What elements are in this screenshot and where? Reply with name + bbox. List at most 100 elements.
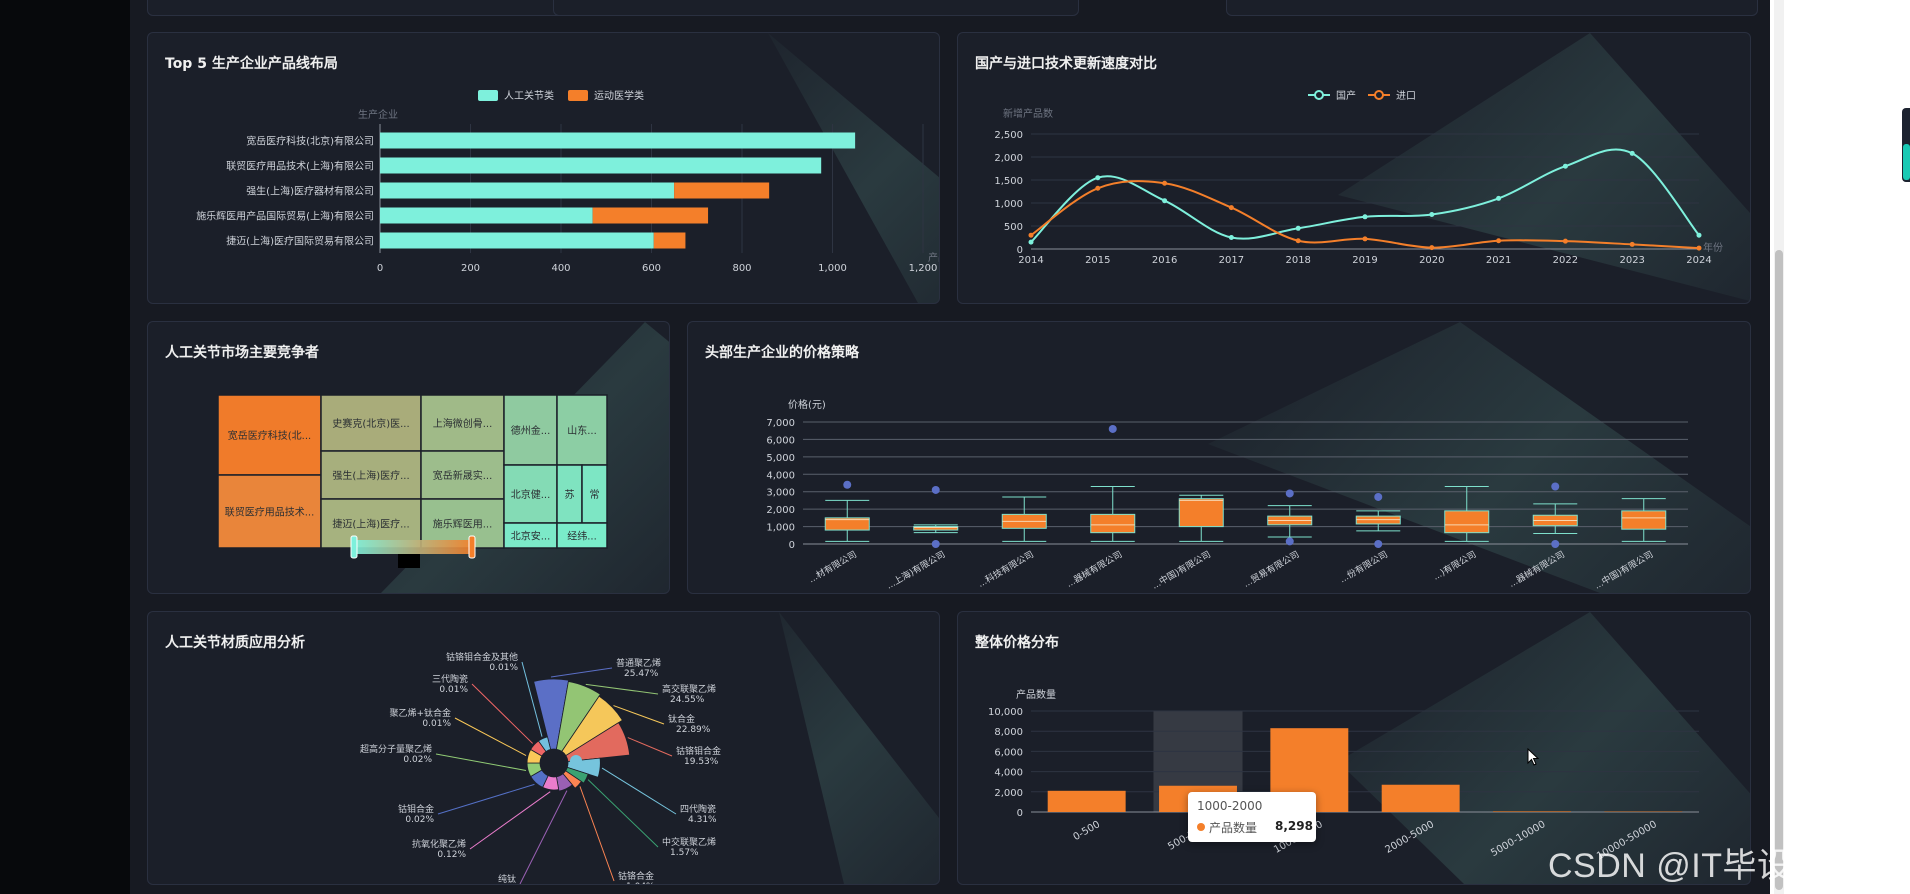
tooltip-category: 1000-2000	[1197, 799, 1263, 813]
treemap-label: 北京健...	[511, 488, 551, 501]
y-tick-label: 6,000	[766, 435, 795, 446]
data-point	[1228, 205, 1234, 211]
panel-top-mid-remnant	[553, 0, 1079, 16]
treemap-label: 山东...	[567, 424, 597, 437]
bar	[380, 157, 822, 174]
slice-label: 超高分子量聚乙烯	[360, 743, 432, 755]
slice-label: 纯钛	[498, 873, 516, 884]
panel-title: 头部生产企业的价格策略	[705, 345, 859, 361]
slice-label: 钴铬钼合金	[676, 745, 721, 757]
treemap-cell	[581, 464, 608, 524]
data-point	[1496, 195, 1502, 201]
x-tick-label: ...器械有限公司	[1064, 548, 1124, 590]
label-leader-line	[435, 753, 527, 771]
visual-map-handle-min	[350, 535, 358, 559]
x-tick-label: ...)有限公司	[1431, 548, 1479, 582]
panel-title: 国产与进口技术更新速度对比	[975, 56, 1157, 72]
data-point	[1362, 236, 1368, 242]
slice-label: 高交联聚乙烯	[662, 683, 716, 695]
y-tick-label: 10,000	[988, 707, 1023, 718]
slice-label: 聚乙烯+钛合金	[389, 707, 451, 719]
top5-chart: 人工关节类 运动医学类生产企业产品 0 200 400 600 800 1,000 1,200 宽…	[196, 89, 939, 274]
label-leader-line	[601, 767, 677, 815]
label-leader-line	[550, 667, 613, 678]
slice-label: 钴铬合金	[618, 870, 654, 882]
treemap-cell	[420, 394, 505, 452]
slice-percent: 1.57%	[670, 848, 699, 858]
x-tick-label: ...份有限公司	[1337, 548, 1389, 585]
outlier-point	[931, 540, 940, 548]
treemap-label: 联贸医疗用品技术...	[225, 506, 315, 519]
x-tick-label: 5000-10000	[1489, 819, 1547, 859]
data-point	[1295, 238, 1301, 244]
y-tick-label: 2,000	[766, 505, 795, 516]
visual-map-handle-max	[468, 535, 476, 559]
x-tick-label: 2018	[1285, 255, 1310, 266]
tooltip-marker	[1197, 823, 1205, 831]
pie-hover-marker	[570, 755, 582, 767]
edge-widget[interactable]	[1902, 108, 1910, 182]
treemap-cell	[556, 522, 608, 549]
scrollbar-thumb[interactable]	[1775, 250, 1783, 890]
box	[824, 517, 870, 531]
tooltip-series: 产品数量	[1209, 821, 1258, 835]
outlier-point	[1374, 540, 1383, 548]
mouse-cursor-icon	[1527, 748, 1540, 766]
data-point	[1429, 245, 1435, 251]
panel-tech-update: 国产与进口技术更新速度对比 国产 进口 新增产品数 年份 0 500 1,000 1,500 2…	[957, 32, 1751, 304]
outlier-point	[1108, 424, 1117, 433]
treemap-label: 上海微创骨...	[433, 417, 493, 430]
y-tick-label: 捷迈(上海)医疗国际贸易有限公司	[226, 235, 374, 248]
data-point	[1496, 238, 1502, 244]
box	[913, 526, 959, 531]
x-tick-label: ...中国)有限公司	[1149, 548, 1212, 591]
x-tick-label: 2022	[1553, 255, 1578, 266]
x-tick-label: ...贸易有限公司	[1241, 548, 1301, 590]
y-tick-label: 强生(上海)医疗器材有限公司	[246, 185, 374, 198]
slice-percent: 0.12%	[437, 850, 466, 860]
legend-label: 运动医学类	[594, 89, 644, 102]
x-tick-label: ...科技有限公司	[976, 548, 1036, 590]
panel-price-strategy: 头部生产企业的价格策略 价格(元) 0 1,000 2,000 3,000 4,000 5,…	[687, 321, 1751, 594]
data-point	[1295, 225, 1301, 231]
outlier-point	[931, 485, 940, 494]
slice-percent: 25.47%	[624, 669, 659, 679]
y-tick-label: 施乐辉医用产品国际贸易(上海)有限公司	[196, 210, 374, 223]
right-frame	[1770, 0, 1910, 894]
box	[1444, 510, 1490, 534]
y-tick-label: 500	[1004, 222, 1023, 233]
treemap-cell	[420, 498, 505, 549]
legend-swatch	[568, 90, 588, 101]
panel-title: 人工关节材质应用分析	[165, 635, 305, 651]
panel-materials: 人工关节材质应用分析 普通聚乙烯 25.47% 高交联聚乙烯 24.55% 钛合金 22.…	[147, 611, 940, 885]
label-leader-line	[469, 791, 551, 850]
treemap-chart: 宽岳医疗科技(北... 联贸医疗用品技术... 史赛克(北京)医... 强生(上海)医…	[217, 394, 608, 568]
panel-top5-manufacturers: Top 5 生产企业产品线布局 人工关节类 运动医学类生产企业产品 0 200 400 6…	[147, 32, 940, 304]
slice-percent: 24.55%	[670, 695, 705, 705]
label-leader-line	[454, 717, 527, 756]
y-tick-label: 4,000	[766, 470, 795, 481]
x-tick-label: 2017	[1219, 255, 1244, 266]
x-tick-label: 0	[377, 263, 383, 274]
x-tick-label: 1,000	[818, 263, 847, 274]
tooltip-value: 8,298	[1275, 819, 1313, 833]
label-leader-line	[519, 790, 568, 884]
treemap-label: 常	[590, 488, 600, 501]
x-tick-label: 400	[551, 263, 570, 274]
data-point	[1696, 232, 1702, 238]
label-leader-line	[437, 783, 535, 815]
data-point	[1629, 150, 1635, 156]
slice-percent: 0.01%	[439, 685, 468, 695]
slice-percent: 0.02%	[403, 755, 432, 765]
data-point	[1362, 214, 1368, 220]
x-tick-label: ...上海)有限公司	[884, 548, 947, 591]
y-tick-label: 4,000	[994, 768, 1023, 779]
bar	[1047, 790, 1126, 812]
y-tick-label: 0	[1017, 245, 1023, 256]
y-tick-label: 8,000	[994, 727, 1023, 738]
x-tick-label: 2024	[1686, 255, 1711, 266]
bar	[592, 207, 709, 224]
left-frame	[0, 0, 130, 894]
